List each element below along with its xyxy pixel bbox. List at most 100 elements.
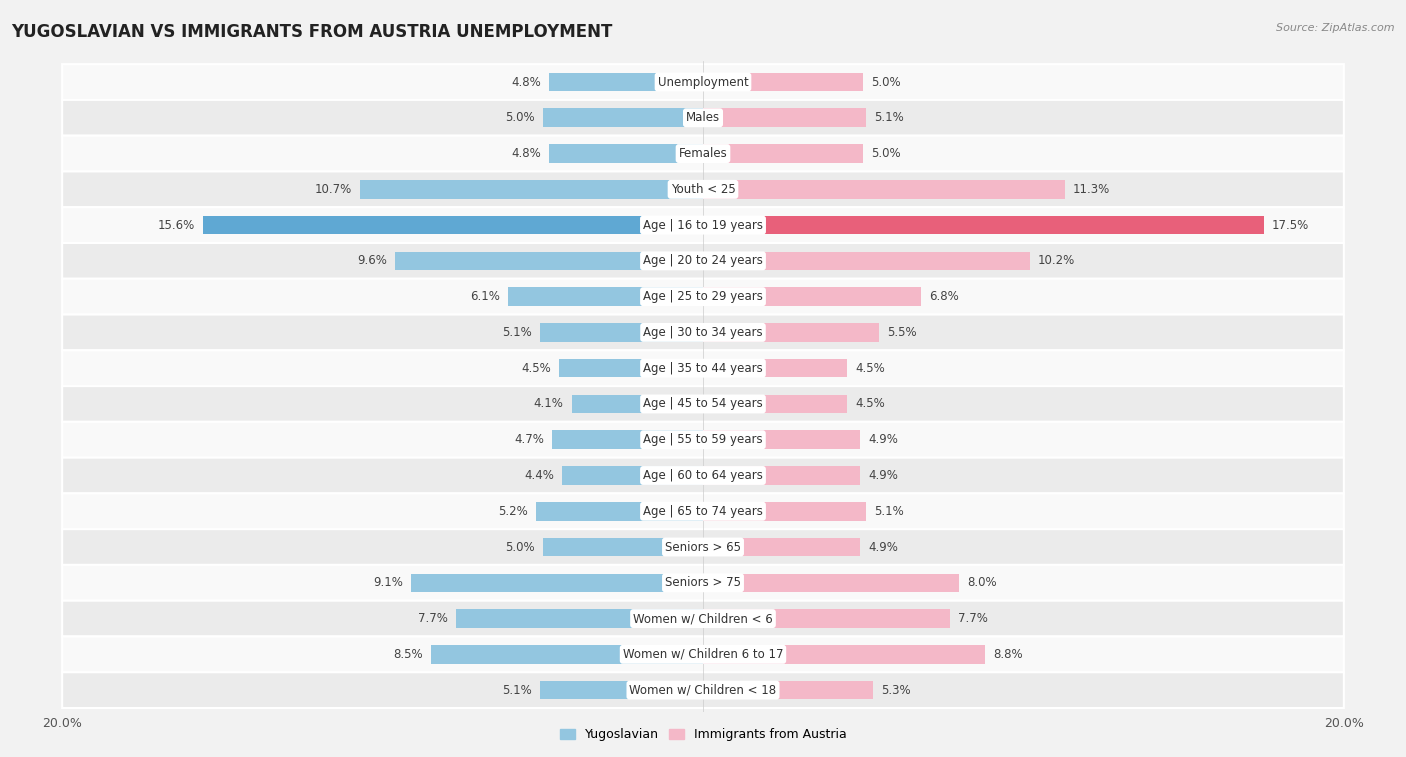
Text: 17.5%: 17.5% [1272,219,1309,232]
Legend: Yugoslavian, Immigrants from Austria: Yugoslavian, Immigrants from Austria [560,728,846,741]
Text: Age | 16 to 19 years: Age | 16 to 19 years [643,219,763,232]
FancyBboxPatch shape [62,422,1344,458]
FancyBboxPatch shape [62,529,1344,565]
Bar [703,145,863,163]
Text: 4.9%: 4.9% [868,433,898,446]
Text: 5.0%: 5.0% [505,540,534,553]
Text: Age | 25 to 29 years: Age | 25 to 29 years [643,290,763,303]
Bar [703,466,860,484]
Bar [572,394,703,413]
Text: Age | 60 to 64 years: Age | 60 to 64 years [643,469,763,482]
Text: 9.1%: 9.1% [374,576,404,589]
Text: 7.7%: 7.7% [957,612,987,625]
Text: 8.5%: 8.5% [394,648,423,661]
FancyBboxPatch shape [62,136,1344,171]
Bar [543,537,703,556]
Text: 4.1%: 4.1% [534,397,564,410]
Bar [550,73,703,92]
Text: 6.1%: 6.1% [470,290,499,303]
Text: Seniors > 75: Seniors > 75 [665,576,741,589]
Bar [412,574,703,592]
FancyBboxPatch shape [62,458,1344,494]
Bar [550,145,703,163]
Text: Women w/ Children < 6: Women w/ Children < 6 [633,612,773,625]
Text: 5.0%: 5.0% [505,111,534,124]
Bar [703,216,1264,235]
Text: Age | 30 to 34 years: Age | 30 to 34 years [643,326,763,339]
Bar [703,251,1029,270]
Text: Age | 35 to 44 years: Age | 35 to 44 years [643,362,763,375]
Bar [562,466,703,484]
Bar [703,359,848,378]
Text: 5.0%: 5.0% [872,76,901,89]
Text: 5.1%: 5.1% [502,684,531,696]
Bar [703,394,848,413]
Text: 9.6%: 9.6% [357,254,388,267]
Text: 4.5%: 4.5% [855,362,884,375]
Bar [703,73,863,92]
Text: Seniors > 65: Seniors > 65 [665,540,741,553]
Text: Source: ZipAtlas.com: Source: ZipAtlas.com [1277,23,1395,33]
Bar [202,216,703,235]
FancyBboxPatch shape [62,494,1344,529]
Text: 4.9%: 4.9% [868,540,898,553]
Bar [703,323,879,341]
FancyBboxPatch shape [62,565,1344,601]
Bar [703,537,860,556]
Bar [703,108,866,127]
Text: 6.8%: 6.8% [929,290,959,303]
Text: 10.7%: 10.7% [315,183,352,196]
Text: 8.0%: 8.0% [967,576,997,589]
FancyBboxPatch shape [62,100,1344,136]
Bar [703,681,873,699]
Text: Age | 45 to 54 years: Age | 45 to 54 years [643,397,763,410]
Text: Women w/ Children < 18: Women w/ Children < 18 [630,684,776,696]
Text: 4.8%: 4.8% [512,147,541,160]
Bar [703,502,866,521]
Bar [703,288,921,306]
FancyBboxPatch shape [62,386,1344,422]
FancyBboxPatch shape [62,637,1344,672]
FancyBboxPatch shape [62,171,1344,207]
Text: 5.0%: 5.0% [872,147,901,160]
Bar [457,609,703,628]
Bar [540,681,703,699]
FancyBboxPatch shape [62,243,1344,279]
Text: 4.8%: 4.8% [512,76,541,89]
Text: Age | 55 to 59 years: Age | 55 to 59 years [643,433,763,446]
Bar [360,180,703,198]
Text: Males: Males [686,111,720,124]
Text: 5.1%: 5.1% [502,326,531,339]
Text: 7.7%: 7.7% [419,612,449,625]
Text: 10.2%: 10.2% [1038,254,1076,267]
Text: Women w/ Children 6 to 17: Women w/ Children 6 to 17 [623,648,783,661]
Text: 5.1%: 5.1% [875,505,904,518]
Bar [558,359,703,378]
Text: Age | 65 to 74 years: Age | 65 to 74 years [643,505,763,518]
Text: 4.7%: 4.7% [515,433,544,446]
Bar [703,431,860,449]
Bar [536,502,703,521]
Text: Age | 20 to 24 years: Age | 20 to 24 years [643,254,763,267]
Text: 5.1%: 5.1% [875,111,904,124]
FancyBboxPatch shape [62,350,1344,386]
Text: 4.4%: 4.4% [524,469,554,482]
Bar [540,323,703,341]
Bar [703,645,986,664]
FancyBboxPatch shape [62,672,1344,708]
Text: 4.5%: 4.5% [855,397,884,410]
Text: YUGOSLAVIAN VS IMMIGRANTS FROM AUSTRIA UNEMPLOYMENT: YUGOSLAVIAN VS IMMIGRANTS FROM AUSTRIA U… [11,23,613,41]
Text: Unemployment: Unemployment [658,76,748,89]
FancyBboxPatch shape [62,64,1344,100]
Text: Youth < 25: Youth < 25 [671,183,735,196]
Text: 4.9%: 4.9% [868,469,898,482]
Text: 4.5%: 4.5% [522,362,551,375]
FancyBboxPatch shape [62,601,1344,637]
Text: 11.3%: 11.3% [1073,183,1111,196]
Bar [703,180,1066,198]
Text: 5.3%: 5.3% [880,684,911,696]
Bar [703,609,949,628]
FancyBboxPatch shape [62,314,1344,350]
Bar [430,645,703,664]
FancyBboxPatch shape [62,279,1344,314]
